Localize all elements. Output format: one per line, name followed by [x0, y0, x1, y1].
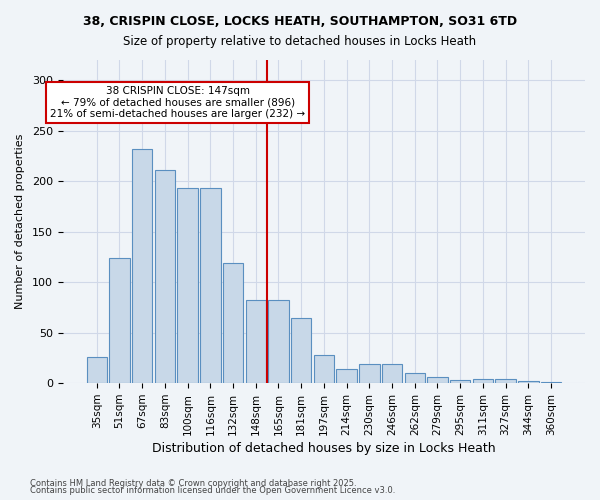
Bar [450, 380, 470, 383]
Bar [314, 355, 334, 383]
Bar [496, 379, 516, 383]
Bar [404, 373, 425, 383]
Bar [132, 149, 152, 383]
Bar [541, 382, 561, 383]
Y-axis label: Number of detached properties: Number of detached properties [15, 134, 25, 310]
Bar [178, 188, 198, 383]
Bar [382, 364, 402, 383]
Text: 38 CRISPIN CLOSE: 147sqm
← 79% of detached houses are smaller (896)
21% of semi-: 38 CRISPIN CLOSE: 147sqm ← 79% of detach… [50, 86, 305, 119]
Text: Contains public sector information licensed under the Open Government Licence v3: Contains public sector information licen… [30, 486, 395, 495]
Bar [109, 258, 130, 383]
Text: 38, CRISPIN CLOSE, LOCKS HEATH, SOUTHAMPTON, SO31 6TD: 38, CRISPIN CLOSE, LOCKS HEATH, SOUTHAMP… [83, 15, 517, 28]
X-axis label: Distribution of detached houses by size in Locks Heath: Distribution of detached houses by size … [152, 442, 496, 455]
Bar [359, 364, 380, 383]
Bar [337, 369, 357, 383]
Bar [473, 379, 493, 383]
Bar [518, 381, 539, 383]
Bar [86, 357, 107, 383]
Bar [245, 300, 266, 383]
Bar [268, 300, 289, 383]
Bar [200, 188, 221, 383]
Text: Size of property relative to detached houses in Locks Heath: Size of property relative to detached ho… [124, 35, 476, 48]
Bar [427, 377, 448, 383]
Bar [291, 318, 311, 383]
Text: Contains HM Land Registry data © Crown copyright and database right 2025.: Contains HM Land Registry data © Crown c… [30, 478, 356, 488]
Bar [223, 263, 243, 383]
Bar [155, 170, 175, 383]
